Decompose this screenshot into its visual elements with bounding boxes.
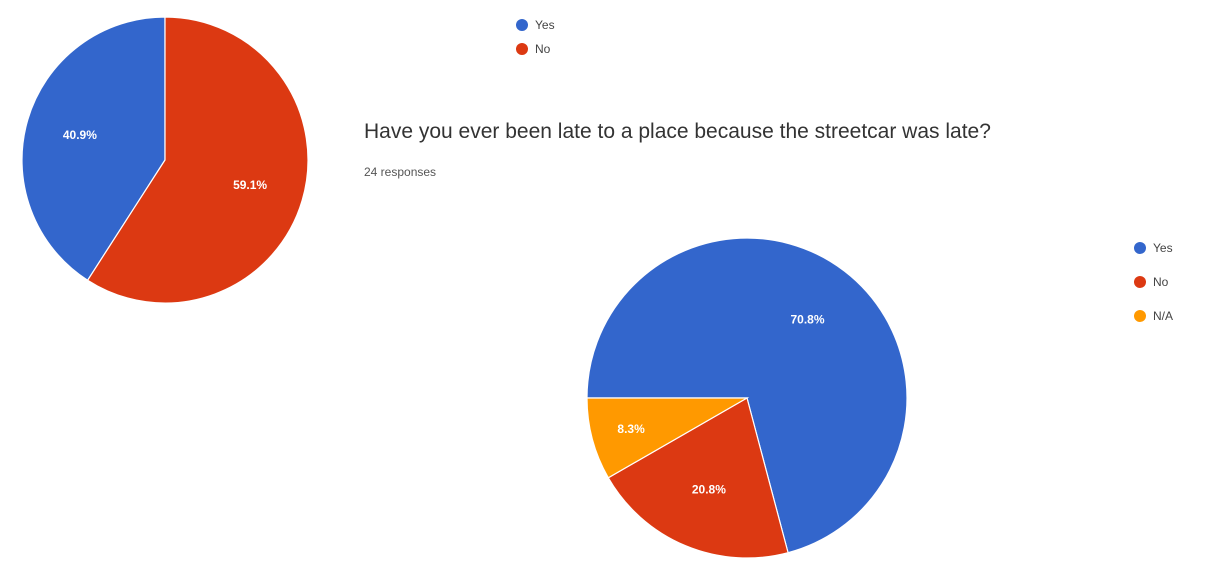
- pie-slice-no: [607, 397, 789, 559]
- slice-label: 59.1%: [233, 178, 267, 192]
- slice-label: 8.3%: [617, 422, 645, 436]
- legend-chart-2: Yes No N/A: [1134, 241, 1173, 323]
- pie-slice-no: [86, 16, 309, 304]
- legend-label: No: [1153, 275, 1169, 289]
- response-count: 24 responses: [364, 165, 436, 179]
- legend-dot-no: [516, 43, 528, 55]
- pie-slice-n-a: [586, 397, 750, 479]
- legend-label: N/A: [1153, 309, 1173, 323]
- pie-chart-1: 40.9% 59.1% Yes No: [21, 16, 555, 304]
- pie-chart-2: 70.8% 20.8% 8.3% Yes No N/A: [586, 237, 1173, 559]
- legend-label: Yes: [1153, 241, 1173, 255]
- slice-label: 70.8%: [790, 312, 824, 326]
- legend-label: Yes: [535, 18, 555, 32]
- legend-dot-yes: [516, 19, 528, 31]
- legend-label: No: [535, 42, 551, 56]
- question-title: Have you ever been late to a place becau…: [364, 120, 991, 143]
- legend-chart-1: Yes No: [516, 18, 555, 56]
- pie-slice-yes: [586, 237, 908, 554]
- slice-label: 40.9%: [63, 128, 97, 142]
- legend-dot-yes: [1134, 242, 1146, 254]
- slice-label: 20.8%: [692, 483, 726, 497]
- legend-dot-n-a: [1134, 310, 1146, 322]
- legend-dot-no: [1134, 276, 1146, 288]
